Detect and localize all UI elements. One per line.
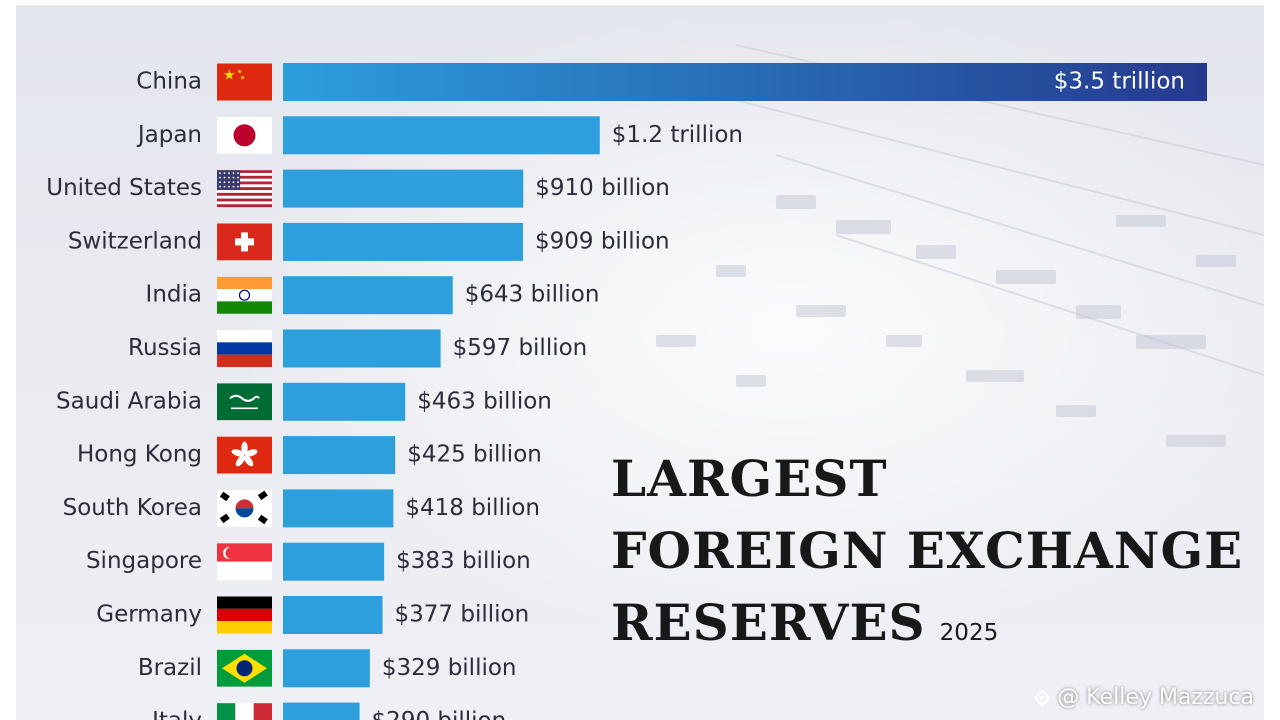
switzerland-flag-icon: [217, 223, 272, 261]
title-line-3-text: RESERVES: [611, 593, 926, 652]
value-label: $3.5 trillion: [1054, 69, 1185, 95]
bar-row: Singapore $383 billion: [86, 542, 531, 581]
bar-row: China ★ ★★ $3.5 trillion: [136, 63, 1207, 101]
country-label: Brazil: [138, 655, 202, 681]
saudi-arabia-flag-icon: [217, 383, 272, 421]
chart-title: LARGEST FOREIGN EXCHANGE RESERVES 2025: [611, 443, 1243, 669]
bar: [283, 596, 383, 634]
value-label: $425 billion: [407, 442, 542, 468]
japan-flag-icon: [217, 116, 272, 154]
bar: [283, 63, 1207, 101]
bar-row: Hong Kong $425 billion: [77, 436, 542, 475]
singapore-flag-icon: [217, 543, 272, 581]
usa-flag-icon: [217, 170, 272, 208]
bar-row: India $643 billion: [146, 276, 600, 315]
binance-square-logo-icon: [1033, 689, 1051, 706]
bar-row: Italy $290 billion: [152, 702, 507, 720]
bar-row: Brazil $329 billion: [138, 649, 517, 688]
country-label: Japan: [136, 122, 202, 148]
bar-row: United States $910 billion: [46, 169, 670, 208]
bar-row: South Korea $418 billion: [63, 489, 540, 528]
title-year: 2025: [939, 620, 999, 646]
country-label: Russia: [128, 335, 202, 361]
value-label: $909 billion: [535, 228, 670, 254]
brazil-flag-icon: [217, 649, 272, 687]
bar: [283, 169, 524, 208]
svg-text:★: ★: [223, 68, 236, 84]
germany-flag-icon: [217, 596, 272, 634]
value-label: $377 billion: [395, 602, 530, 628]
bar: [283, 116, 600, 155]
bar: [283, 542, 385, 581]
bar: [283, 436, 396, 475]
value-label: $597 billion: [453, 335, 588, 361]
value-label: $1.2 trillion: [612, 122, 743, 148]
watermark-text: @ Kelley Mazzuca: [1057, 685, 1254, 710]
country-label: United States: [46, 175, 202, 201]
bar-row: Russia $597 billion: [128, 329, 588, 368]
country-label: Saudi Arabia: [56, 388, 202, 414]
italy-flag-icon: [217, 703, 272, 720]
bar: [283, 702, 360, 720]
svg-text:★: ★: [240, 75, 245, 82]
bar: [283, 489, 394, 528]
bar-row: Switzerland $909 billion: [68, 222, 670, 261]
country-label: India: [146, 282, 202, 308]
title-line-3: RESERVES 2025: [611, 587, 1243, 669]
bar-row: Saudi Arabia $463 billion: [56, 382, 552, 421]
title-line-2: FOREIGN EXCHANGE: [611, 521, 1244, 580]
value-label: $329 billion: [382, 655, 517, 681]
hong-kong-flag-icon: [217, 436, 272, 474]
bar: [283, 222, 523, 261]
country-label: Italy: [152, 708, 202, 720]
infographic: China ★ ★ ★ $3.5 trillion Japan $1.2 trillion U…: [16, 5, 1264, 720]
russia-flag-icon: [217, 330, 272, 367]
bar: [283, 382, 406, 421]
china-flag-icon: ★ ★★: [217, 63, 272, 101]
value-label: $418 billion: [405, 495, 540, 521]
country-label: Germany: [96, 602, 202, 628]
country-label: Switzerland: [68, 228, 202, 254]
country-label: Singapore: [86, 548, 202, 574]
svg-text:★: ★: [237, 69, 242, 76]
title-line-1: LARGEST: [611, 449, 888, 508]
country-label: South Korea: [63, 495, 202, 521]
value-label: $383 billion: [396, 548, 531, 574]
country-label: Hong Kong: [77, 442, 202, 468]
bar: [283, 329, 441, 368]
watermark: @ Kelley Mazzuca: [1031, 685, 1254, 710]
value-label: $910 billion: [535, 175, 670, 201]
bar: [283, 649, 370, 688]
bar: [283, 276, 453, 315]
country-label: China: [136, 69, 202, 95]
bar-row: Japan $1.2 trillion: [136, 116, 743, 155]
south-korea-flag-icon: [217, 489, 272, 527]
value-label: $463 billion: [417, 388, 552, 414]
value-label: $643 billion: [465, 282, 600, 308]
value-label: $290 billion: [372, 708, 507, 720]
india-flag-icon: [217, 276, 272, 314]
bar-row: Germany $377 billion: [96, 596, 530, 634]
